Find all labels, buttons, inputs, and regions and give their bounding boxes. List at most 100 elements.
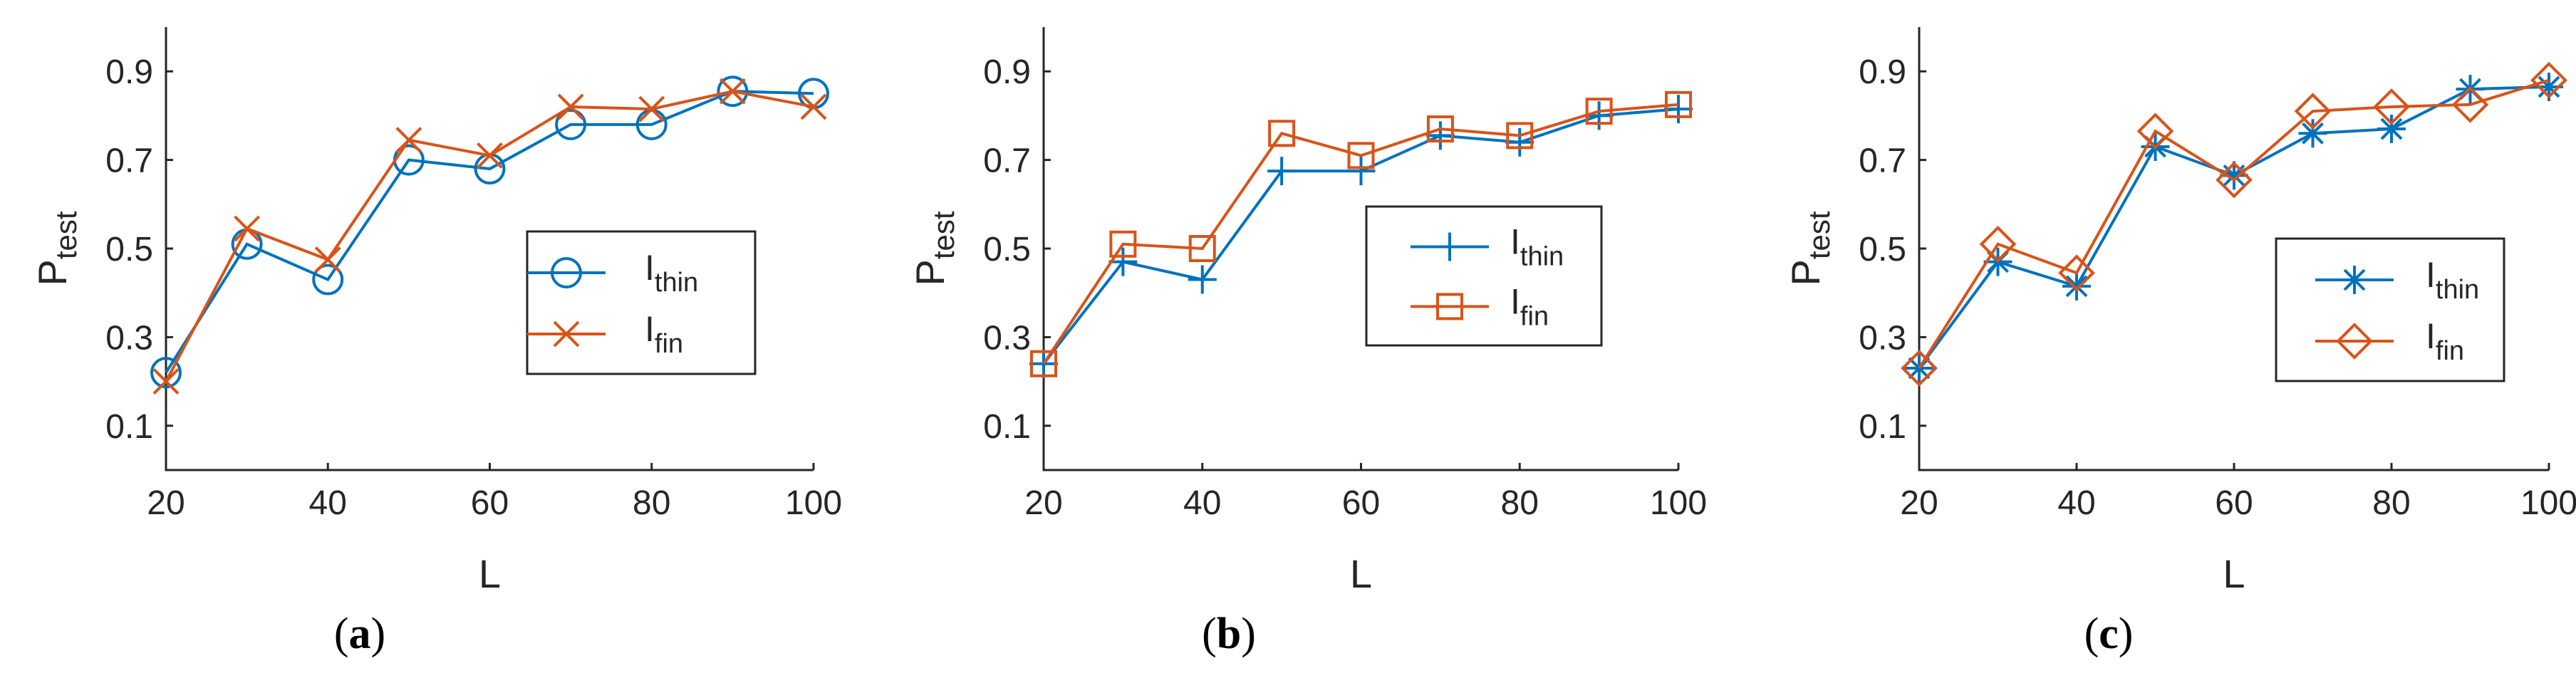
legend-box <box>2275 237 2505 382</box>
y-tick-label: 0.1 <box>1859 408 1906 446</box>
x-tick-label: 60 <box>2215 484 2253 522</box>
y-tick-label: 0.1 <box>983 408 1031 446</box>
panel-label-open: ( <box>1202 610 1217 658</box>
y-tick-label: 0.7 <box>1859 142 1906 180</box>
series-line <box>1918 78 2550 370</box>
x-tick-label: 20 <box>1900 484 1938 522</box>
panel-label: (b) <box>1202 610 1256 658</box>
x-tick-label: 20 <box>147 484 185 522</box>
legend-entry-sub: fin <box>2436 336 2464 366</box>
data-point <box>638 95 665 122</box>
data-point <box>1665 90 1692 118</box>
y-axis-label-base: P <box>30 259 75 286</box>
x-tick-label: 80 <box>633 484 670 522</box>
series-thin <box>150 75 829 389</box>
legend-entry-sub: thin <box>655 268 698 298</box>
data-point <box>2530 61 2567 99</box>
data-point <box>2298 119 2327 148</box>
panel-label-close: ) <box>1241 610 1256 658</box>
legend-entry-base: I <box>645 248 655 288</box>
data-point <box>1268 120 1296 147</box>
legend-entry-sub: fin <box>1520 301 1549 331</box>
x-tick-label: 100 <box>785 484 842 522</box>
panel-label-letter: b <box>1217 610 1241 658</box>
chart-panel-c: 20 40 60 80 1000.10.30.50.70.9LPtestIthinIfi… <box>1783 27 2576 658</box>
y-axis-label-base: P <box>1783 259 1828 286</box>
y-tick-label: 0.3 <box>1859 319 1906 357</box>
legend-marker <box>2340 266 2369 294</box>
y-tick-label: 0.9 <box>983 53 1031 91</box>
data-point <box>1267 157 1297 186</box>
x-tick-label: 40 <box>309 484 347 522</box>
panel-label-open: ( <box>2084 610 2099 658</box>
x-tick-label: 20 <box>1024 484 1062 522</box>
data-point <box>2216 161 2253 199</box>
data-point <box>1584 101 1614 130</box>
data-point <box>1664 95 1693 124</box>
data-point <box>1585 98 1613 125</box>
data-point <box>152 368 180 395</box>
legend-entry: Ithin <box>2426 255 2479 305</box>
legend-entry-base: I <box>1510 281 1520 321</box>
x-tick-label: 100 <box>2520 484 2576 522</box>
data-point <box>234 215 261 242</box>
y-tick-label: 0.9 <box>1859 53 1906 91</box>
data-point <box>1901 350 1938 387</box>
y-tick-label: 0.7 <box>105 142 153 180</box>
data-point <box>1188 265 1217 294</box>
data-point <box>1505 127 1534 157</box>
legend-marker <box>2336 323 2373 360</box>
legend-entry: Ifin <box>645 309 683 359</box>
data-point <box>2136 113 2174 150</box>
x-tick-label: 80 <box>1501 484 1539 522</box>
data-point <box>312 264 344 296</box>
data-point <box>719 78 746 105</box>
series-fin <box>1030 90 1692 377</box>
data-point <box>314 246 341 273</box>
panel-label: (a) <box>334 610 385 658</box>
legend-box <box>1365 205 1603 347</box>
legend-marker <box>1435 232 1464 261</box>
legend-box <box>526 230 757 375</box>
y-tick-label: 0.1 <box>105 408 153 446</box>
y-tick-label: 0.5 <box>1859 231 1906 268</box>
y-axis-label-base: P <box>908 259 952 286</box>
data-point <box>2062 271 2091 301</box>
x-tick-label: 60 <box>471 484 509 522</box>
data-point <box>1109 230 1137 258</box>
data-point <box>717 75 749 108</box>
y-axis-label: Ptest <box>908 211 960 286</box>
y-tick-label: 0.3 <box>983 319 1031 357</box>
panel-label-open: ( <box>334 610 349 658</box>
y-tick-label: 0.3 <box>105 319 153 357</box>
y-tick-label: 0.9 <box>105 53 153 91</box>
x-axis-label: L <box>2223 551 2245 596</box>
legend-marker <box>1436 293 1463 320</box>
legend-entry-base: I <box>2426 255 2436 295</box>
data-point <box>150 357 182 389</box>
y-axis-label-sub: test <box>49 211 83 259</box>
legend-entry-sub: fin <box>655 329 683 359</box>
data-point <box>1346 157 1376 186</box>
data-point <box>2451 86 2489 123</box>
legend-entry-sub: thin <box>2436 275 2479 305</box>
panel-label-close: ) <box>371 610 386 658</box>
legend-entry: Ithin <box>645 248 698 298</box>
x-tick-label: 100 <box>1650 484 1707 522</box>
x-tick-label: 40 <box>2057 484 2095 522</box>
y-tick-label: 0.5 <box>983 231 1031 268</box>
data-point <box>555 108 587 140</box>
series-line <box>1042 103 1679 365</box>
data-point <box>1030 350 1057 377</box>
x-axis-label: L <box>479 551 501 596</box>
y-axis-label-sub: test <box>1802 211 1836 259</box>
data-point <box>477 142 503 169</box>
data-point <box>2377 115 2406 144</box>
data-point <box>2220 161 2248 190</box>
y-tick-label: 0.5 <box>105 231 153 268</box>
data-point <box>1426 115 1454 143</box>
series-fin <box>1901 61 2567 387</box>
